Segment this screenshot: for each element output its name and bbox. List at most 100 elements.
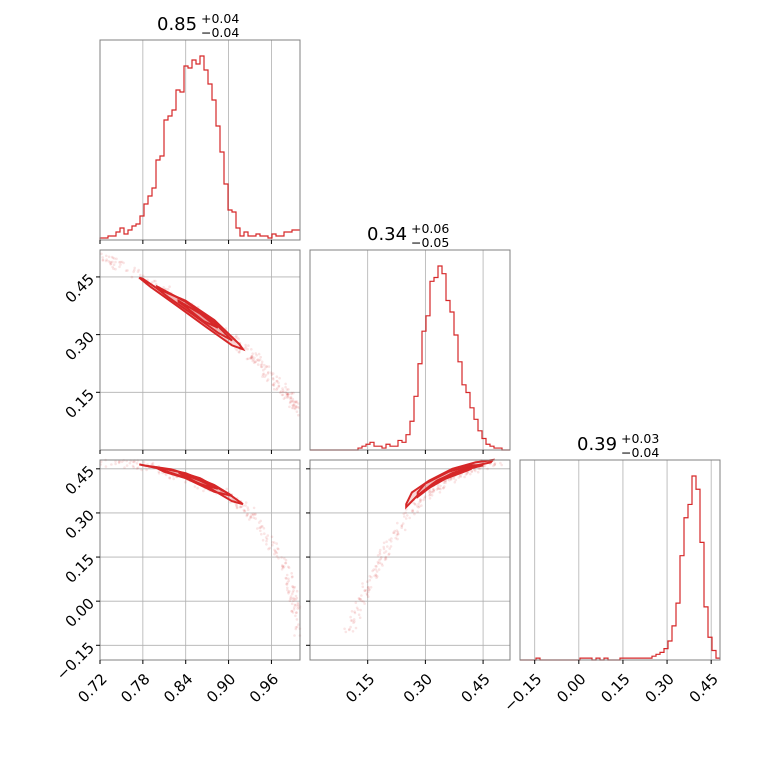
title-param-0: 0.85 +0.04 −0.04	[157, 11, 239, 40]
sample-point	[474, 469, 477, 473]
contour-level-1	[156, 466, 233, 497]
sample-point	[243, 347, 247, 351]
sample-point	[265, 539, 268, 543]
x-tick-label: 0.84	[160, 670, 196, 706]
sample-point	[417, 502, 420, 506]
sample-point	[373, 574, 376, 578]
sample-point	[476, 470, 480, 474]
sample-point	[272, 384, 276, 387]
sample-point	[267, 365, 271, 368]
sample-point	[377, 562, 380, 565]
sample-point	[237, 337, 240, 341]
sample-point	[384, 556, 387, 560]
hist-step-line	[310, 265, 510, 451]
sample-point	[349, 615, 352, 619]
sample-point	[466, 471, 470, 474]
sample-point	[135, 467, 139, 470]
sample-point	[254, 352, 257, 355]
sample-point	[390, 537, 393, 540]
sample-point	[111, 260, 114, 264]
sample-point	[435, 488, 439, 491]
title-plus: +0.03	[621, 431, 659, 446]
sample-point	[280, 393, 284, 397]
sample-point	[359, 608, 362, 612]
sample-point	[441, 486, 445, 490]
sample-point	[388, 552, 391, 556]
sample-point	[348, 627, 351, 631]
sample-point	[250, 357, 253, 360]
sample-point	[261, 373, 265, 376]
sample-point	[131, 460, 135, 464]
sample-point	[290, 592, 294, 596]
sample-point	[260, 525, 263, 528]
sample-point	[423, 496, 426, 500]
sample-point	[271, 543, 274, 547]
sample-point	[275, 555, 279, 558]
sample-point	[296, 601, 300, 605]
sample-point	[120, 460, 124, 464]
sample-point	[287, 592, 290, 595]
sample-point	[140, 468, 143, 472]
sample-point	[412, 501, 415, 505]
y-tick-label: 0.30	[62, 328, 98, 364]
sample-point	[343, 627, 346, 631]
sample-point	[353, 610, 356, 613]
sample-point	[107, 260, 110, 263]
sample-point	[376, 575, 379, 578]
sample-point	[413, 512, 416, 516]
sample-point	[365, 588, 368, 592]
sample-point	[260, 362, 264, 366]
sample-point	[249, 356, 253, 360]
sample-point	[292, 406, 295, 410]
sample-point	[235, 506, 239, 509]
sample-point	[290, 609, 294, 613]
sample-point	[252, 361, 256, 365]
sample-point	[112, 263, 116, 267]
sample-point	[291, 585, 295, 589]
sample-point	[276, 387, 279, 390]
sample-point	[259, 363, 263, 367]
sample-point	[354, 626, 358, 630]
sample-point	[444, 481, 447, 485]
sample-point	[486, 467, 489, 471]
sample-point	[105, 254, 108, 258]
sample-point	[400, 524, 404, 527]
sample-point	[378, 548, 382, 552]
sample-point	[258, 358, 262, 362]
sample-point	[248, 357, 252, 360]
title-minus: −0.04	[201, 25, 239, 40]
contour-level-2	[428, 467, 472, 490]
sample-point	[283, 557, 286, 560]
sample-point	[262, 368, 265, 372]
sample-point	[265, 537, 269, 541]
sample-point	[254, 517, 257, 520]
sample-point	[291, 611, 295, 614]
sample-point	[290, 602, 294, 606]
sample-point	[290, 406, 294, 410]
sample-point	[430, 494, 434, 497]
sample-point	[275, 379, 279, 383]
sample-point	[244, 343, 247, 347]
sample-point	[259, 519, 263, 523]
x-tick-label: 0.15	[342, 670, 378, 706]
sample-point	[162, 286, 165, 289]
sample-point	[132, 270, 135, 274]
sample-point	[401, 522, 405, 525]
sample-point	[378, 551, 382, 554]
sample-point	[428, 497, 432, 500]
sample-point	[294, 405, 298, 409]
sample-point	[379, 557, 383, 561]
scatter-panel-p1_vs_p0	[96, 249, 301, 454]
sample-point	[157, 470, 161, 474]
sample-point	[264, 373, 268, 377]
sample-point	[422, 498, 425, 502]
sample-point	[385, 540, 388, 543]
sample-point	[358, 616, 362, 619]
sample-point	[400, 526, 404, 529]
sample-point	[251, 357, 254, 360]
contour-level-0	[139, 463, 244, 506]
sample-point	[257, 521, 261, 524]
sample-point	[292, 402, 296, 406]
sample-point	[366, 580, 369, 583]
sample-point	[104, 465, 108, 468]
